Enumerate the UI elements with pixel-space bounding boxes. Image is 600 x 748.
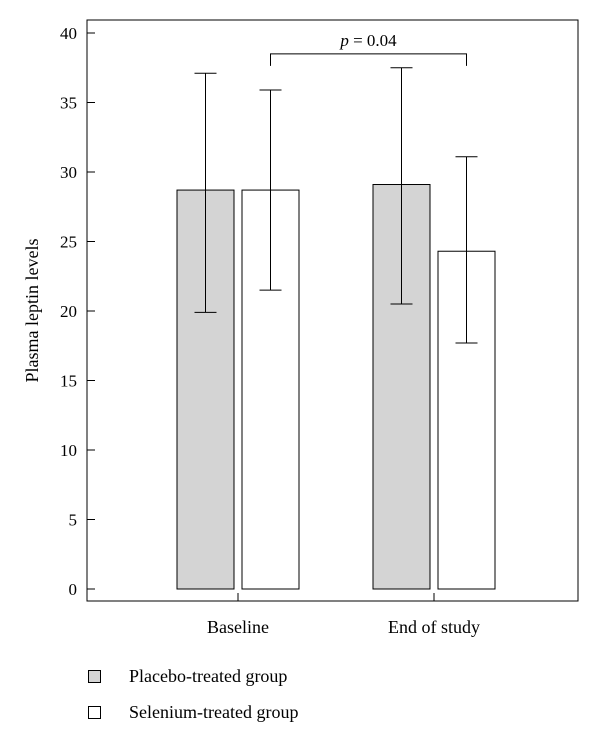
y-tick-label: 10 [60,441,77,460]
x-tick-label: End of study [388,617,480,637]
y-tick-label: 15 [60,372,77,391]
legend: Placebo-treated group Selenium-treated g… [88,662,568,734]
y-tick-label: 25 [60,233,77,252]
y-tick-label: 40 [60,24,77,43]
y-tick-label: 20 [60,302,77,321]
legend-swatch-selenium [88,705,101,719]
y-tick-label: 35 [60,94,77,113]
y-tick-label: 30 [60,163,77,182]
plot-frame [86,19,579,602]
y-tick-label: 0 [69,580,78,599]
significance-label: p = 0.04 [339,31,397,50]
legend-item-selenium: Selenium-treated group [88,698,568,726]
bar [437,250,496,590]
significance-bracket [270,53,467,66]
legend-item-placebo: Placebo-treated group [88,662,568,690]
y-axis-label: Plasma leptin levels [22,239,42,383]
x-tick-label: Baseline [207,617,269,637]
legend-label-placebo: Placebo-treated group [129,666,288,686]
legend-swatch-placebo [88,669,101,683]
y-tick-label: 5 [69,511,78,530]
legend-label-selenium: Selenium-treated group [129,702,299,722]
